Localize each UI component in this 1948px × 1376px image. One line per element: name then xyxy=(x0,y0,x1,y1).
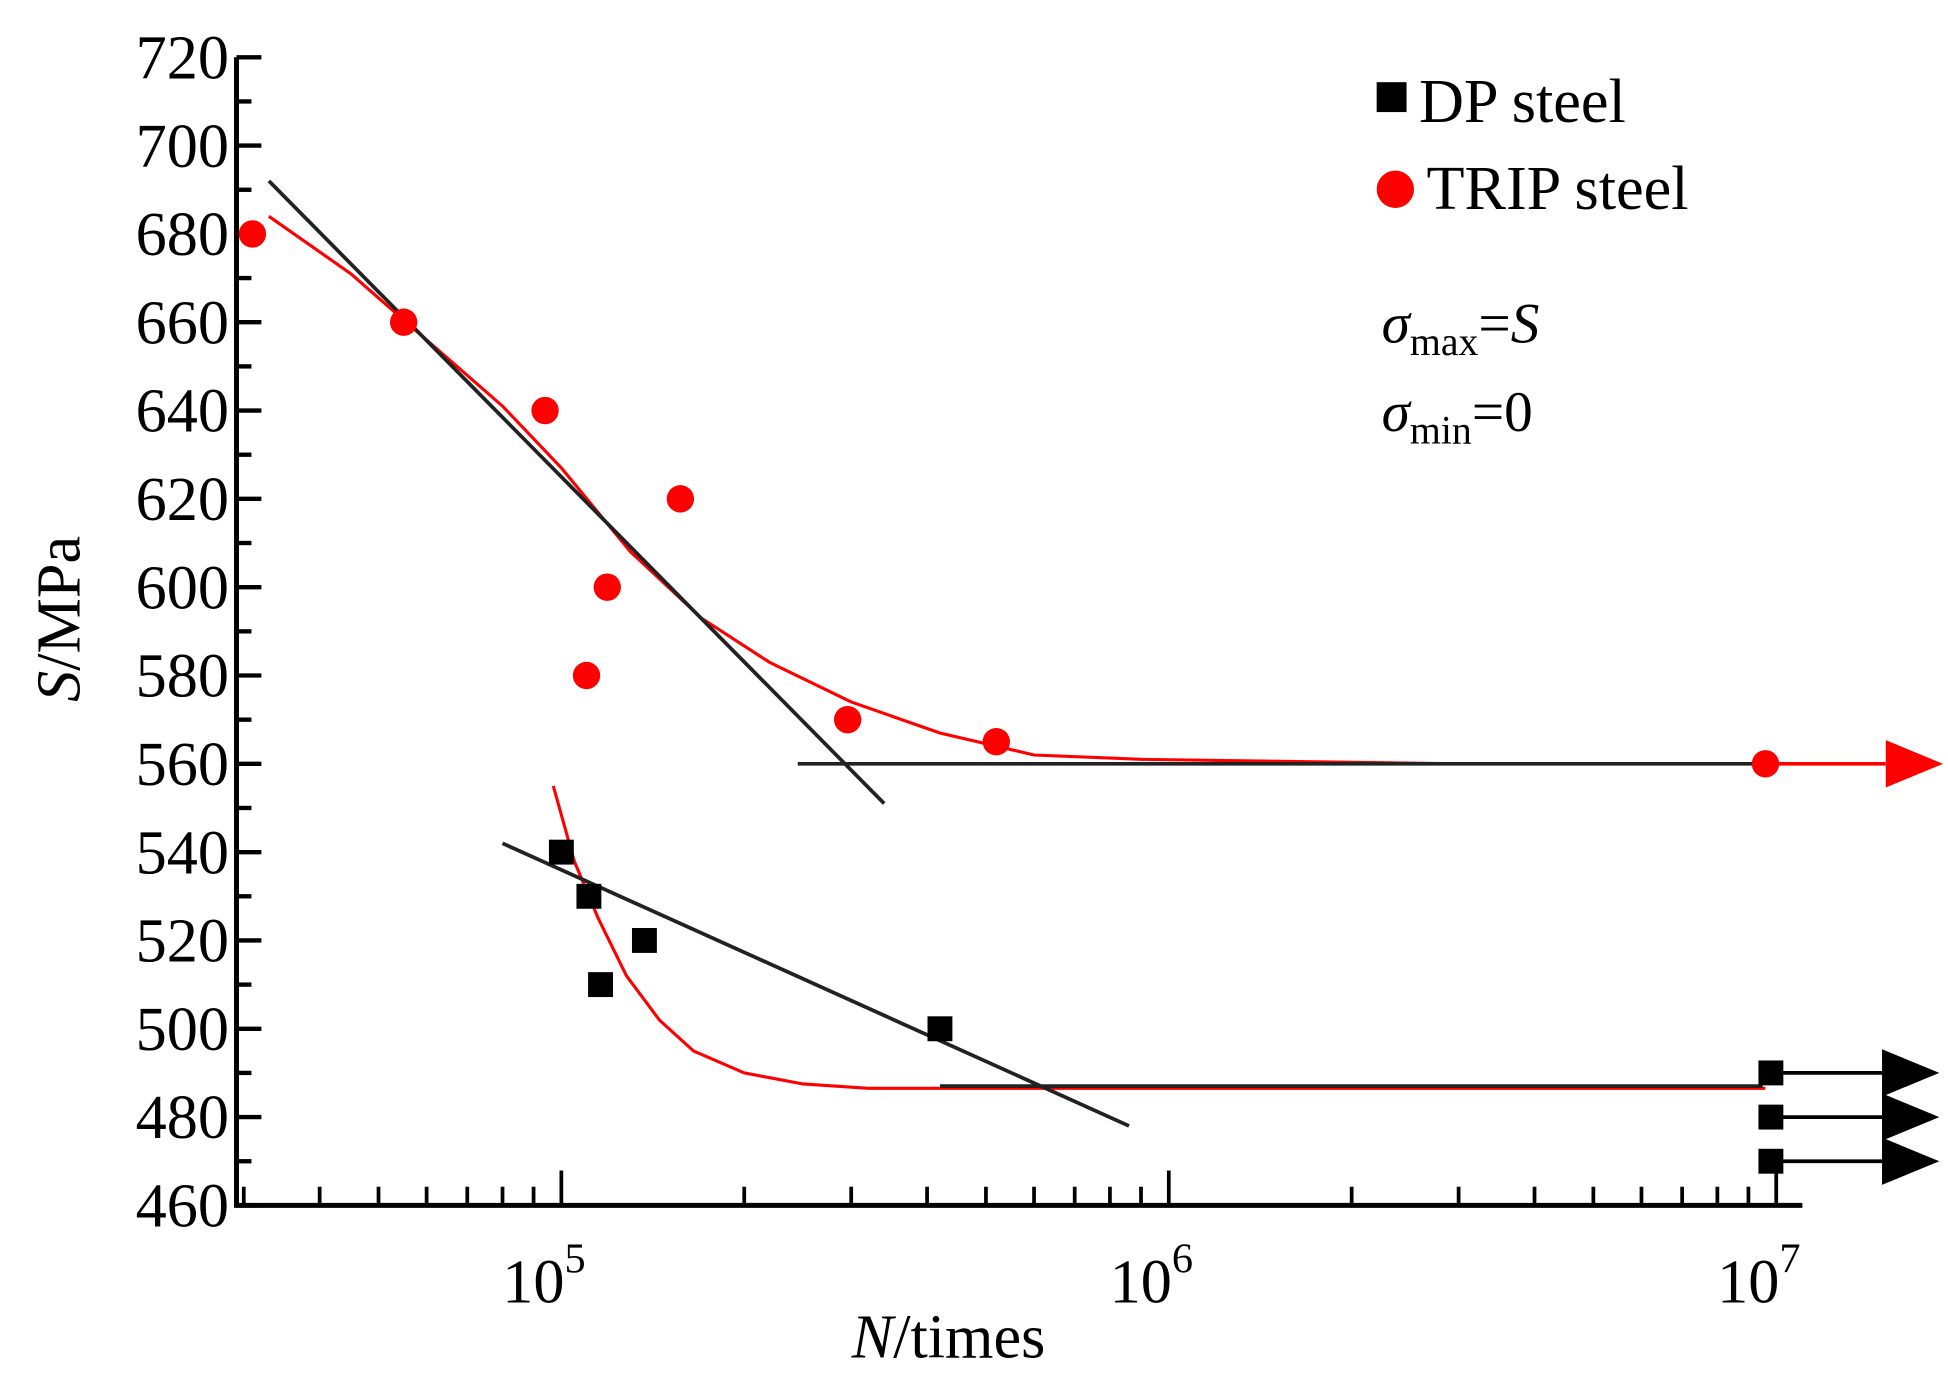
trip-steel-point xyxy=(593,573,621,601)
dp-steel-point xyxy=(1758,1060,1784,1086)
y-tick-label: 460 xyxy=(136,1173,229,1241)
y-tick-label: 500 xyxy=(136,996,229,1064)
dp-steel-point xyxy=(927,1016,953,1042)
y-tick-label: 560 xyxy=(136,731,229,799)
dp-steel-point xyxy=(1758,1148,1784,1174)
runout-arrowhead-icon xyxy=(1882,1137,1940,1185)
data-points xyxy=(238,220,1784,1174)
y-tick-label: 700 xyxy=(136,113,229,181)
sigma-max-value: S xyxy=(1511,292,1540,355)
y-tick-label: 680 xyxy=(136,201,229,269)
equals-sign: = xyxy=(1472,381,1504,444)
sigma-subscript: max xyxy=(1410,320,1479,364)
x-axis-title: N/times xyxy=(851,1303,1046,1371)
trip-steel-point xyxy=(1751,750,1780,778)
dp-steel-point xyxy=(1758,1104,1784,1130)
axes: 4604805005205405605806006206406606807007… xyxy=(136,24,1803,1317)
y-tick-label: 660 xyxy=(136,289,229,357)
sigma-symbol: σ xyxy=(1382,292,1413,355)
trip-steel-point xyxy=(389,308,418,336)
fit-line-trip-linear-fit xyxy=(267,179,886,805)
annotation-sigma-min: σmin=0 xyxy=(1382,381,1533,452)
sigma-subscript: min xyxy=(1410,408,1472,452)
trip-steel-point xyxy=(982,728,1010,756)
runout-arrowhead-icon xyxy=(1885,740,1944,788)
y-axis-title-symbol: S xyxy=(26,671,94,702)
legend-trip-circle-marker xyxy=(1376,170,1415,208)
y-tick-label: 480 xyxy=(136,1084,229,1152)
x-tick-label-base: 10 xyxy=(1110,1249,1172,1317)
fit-line-dp-linear-fit xyxy=(501,841,1130,1128)
equals-sign: = xyxy=(1478,292,1510,355)
dp-steel-point xyxy=(588,972,613,998)
trip-steel-point xyxy=(238,220,267,248)
x-tick-label-base: 10 xyxy=(1717,1249,1779,1317)
fit-curve-trip-curve-fit xyxy=(267,215,1769,766)
y-tick-label: 600 xyxy=(136,554,229,622)
y-tick-label: 520 xyxy=(136,908,229,976)
x-tick-label: 107 xyxy=(1717,1236,1800,1317)
y-tick-label: 540 xyxy=(136,819,229,887)
x-tick-label-exponent: 5 xyxy=(564,1236,585,1283)
y-axis-title-unit: /MPa xyxy=(26,536,94,671)
y-tick-label: 620 xyxy=(136,466,229,534)
stress-annotations: σmax=S σmin=0 xyxy=(1382,292,1540,452)
dp-steel-point xyxy=(548,839,574,865)
legend-dp-square-marker xyxy=(1376,82,1407,113)
x-tick-label-base: 10 xyxy=(502,1249,564,1317)
trip-steel-point xyxy=(833,705,862,734)
y-tick-label: 720 xyxy=(136,24,229,92)
trip-steel-point xyxy=(666,485,695,513)
runout-arrowhead-icon xyxy=(1882,1093,1940,1141)
y-axis-title: S/MPa xyxy=(26,536,94,702)
x-tick-label: 106 xyxy=(1110,1236,1193,1317)
y-tick-label: 580 xyxy=(136,643,229,711)
x-tick-label: 105 xyxy=(502,1236,585,1317)
x-tick-label-exponent: 6 xyxy=(1172,1236,1193,1283)
legend: DP steel TRIP steel xyxy=(1376,68,1689,223)
sigma-min-value: 0 xyxy=(1504,381,1533,444)
legend-dp-label: DP steel xyxy=(1419,68,1626,136)
trip-steel-point xyxy=(572,661,601,690)
x-axis-title-unit: /times xyxy=(893,1303,1045,1371)
dp-steel-point xyxy=(576,883,602,909)
fit-curve-dp-curve-fit xyxy=(551,785,1766,1090)
y-tick-label: 640 xyxy=(136,378,229,446)
x-axis-title-symbol: N xyxy=(851,1303,897,1371)
dp-steel-point xyxy=(631,927,657,953)
annotation-sigma-max: σmax=S xyxy=(1382,292,1540,363)
runout-arrowhead-icon xyxy=(1882,1049,1940,1097)
trip-steel-point xyxy=(531,396,559,425)
x-tick-label-exponent: 7 xyxy=(1779,1236,1800,1283)
fit-lines xyxy=(267,179,1944,1185)
sigma-symbol: σ xyxy=(1382,381,1413,444)
legend-trip-label: TRIP steel xyxy=(1426,155,1688,223)
